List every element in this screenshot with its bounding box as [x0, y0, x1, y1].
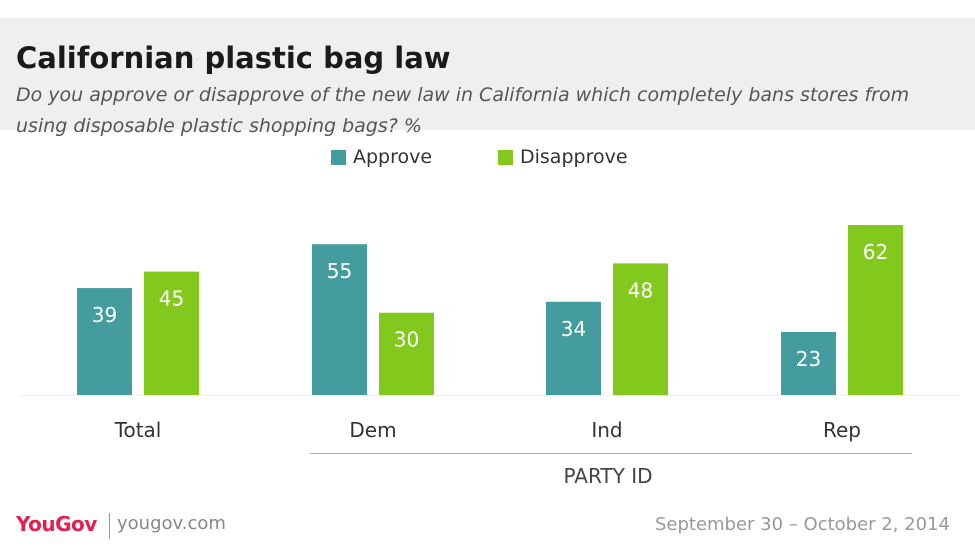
data-label-approve-rep: 23	[796, 347, 821, 371]
chart-subtitle: Do you approve or disapprove of the new …	[16, 84, 910, 137]
group-label-party-id: PARTY ID	[564, 464, 653, 488]
survey-date: September 30 – October 2, 2014	[654, 514, 950, 535]
data-label-disapprove-ind: 48	[628, 278, 653, 302]
category-label-dem: Dem	[349, 418, 396, 442]
category-label-total: Total	[114, 418, 162, 442]
yougov-logo: YouGov	[16, 512, 97, 536]
data-label-approve-dem: 55	[327, 259, 352, 283]
bar-disapprove-dem	[379, 312, 434, 395]
chart-title: Californian plastic bag law	[16, 41, 451, 75]
bar-approve-total	[77, 288, 132, 395]
bar-disapprove-ind	[613, 263, 668, 395]
category-label-rep: Rep	[823, 418, 861, 442]
data-label-disapprove-rep: 62	[863, 240, 888, 264]
legend-swatch-approve	[331, 149, 346, 165]
bar-disapprove-total	[144, 271, 199, 395]
legend-item-disapprove: Disapprove	[498, 143, 628, 171]
bar-approve-rep	[781, 331, 836, 395]
legend-swatch-disapprove	[498, 149, 513, 165]
bar-approve-dem	[312, 244, 367, 395]
legend-item-approve: Approve	[331, 143, 432, 171]
footer-divider	[109, 513, 110, 539]
data-label-disapprove-dem: 30	[394, 328, 419, 352]
legend-label-disapprove: Disapprove	[520, 146, 628, 168]
data-label-approve-total: 39	[92, 303, 117, 327]
legend: Approve Disapprove	[0, 143, 975, 171]
footer-url[interactable]: yougov.com	[117, 513, 226, 534]
legend-label-approve: Approve	[353, 146, 433, 168]
category-label-ind: Ind	[591, 418, 622, 442]
data-label-approve-ind: 34	[561, 317, 586, 341]
header-panel: Californian plastic bag law Do you appro…	[0, 18, 975, 137]
bar-approve-ind	[546, 301, 601, 395]
bar-disapprove-rep	[848, 225, 903, 395]
data-label-disapprove-total: 45	[159, 287, 184, 311]
